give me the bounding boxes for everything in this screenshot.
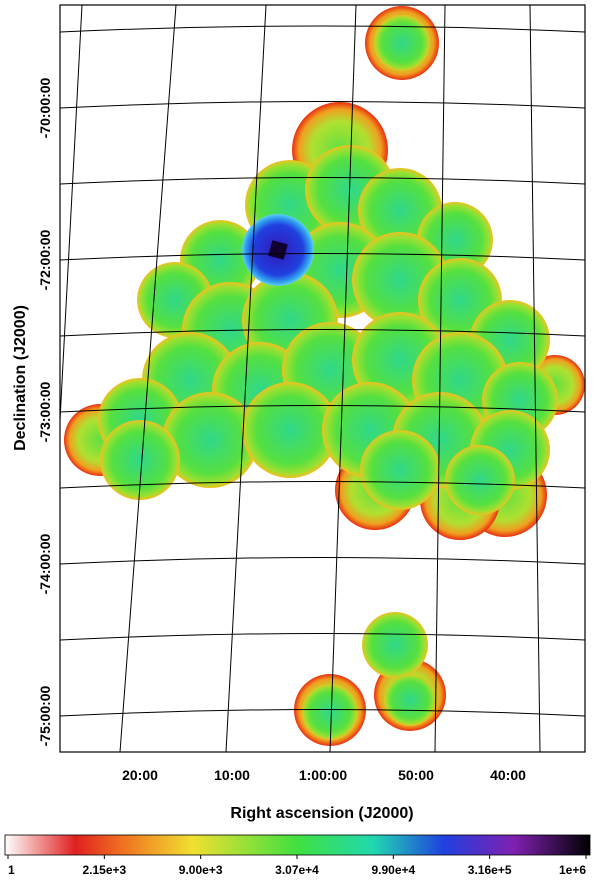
y-tick-label: -73:00:00 [37, 381, 53, 442]
x-tick-label: 40:00 [490, 767, 526, 783]
x-tick-label: 50:00 [398, 767, 434, 783]
colorbar-label: 2.15e+3 [82, 863, 126, 877]
y-tick-label: -74:00:00 [37, 533, 53, 594]
colorbar-label: 1e+6 [559, 863, 586, 877]
exposure-map [60, 5, 585, 752]
colorbar-label: 1 [8, 863, 15, 877]
y-tick-label: -72:00:00 [37, 229, 53, 290]
colorbar-label: 3.07e+4 [275, 863, 319, 877]
colorbar-label: 9.90e+4 [371, 863, 415, 877]
y-axis-label: Declination (J2000) [12, 305, 29, 451]
x-tick-label: 10:00 [214, 767, 250, 783]
x-tick-label: 20:00 [122, 767, 158, 783]
x-axis-label: Right ascension (J2000) [230, 805, 413, 822]
x-tick-label: 1:00:00 [299, 767, 347, 783]
colorbar [4, 834, 591, 856]
y-tick-label: -75:00:00 [37, 685, 53, 746]
colorbar-label: 3.16e+5 [468, 863, 512, 877]
colorbar-label: 9.00e+3 [179, 863, 223, 877]
plot-frame [59, 4, 586, 753]
y-tick-label: -70:00:00 [37, 77, 53, 138]
